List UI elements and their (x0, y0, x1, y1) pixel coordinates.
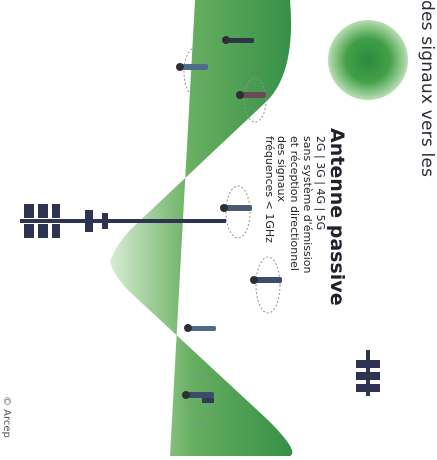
antenna-mast (20, 204, 226, 238)
person-3 (250, 256, 282, 314)
legend-line-directional: et réception directionnel (288, 136, 301, 271)
person-6 (176, 47, 208, 97)
coverage-legend-circle (328, 20, 408, 100)
coverage-cone (110, 0, 293, 456)
legend-line-frequencies: fréquences < 1GHz (263, 136, 276, 243)
legend-line-signals: des signaux (275, 136, 288, 202)
person-2 (184, 324, 216, 332)
credit-label: © Arcep (1, 396, 12, 438)
legend-title: Antenne passive (326, 128, 348, 306)
top-caption: des signaux vers les (417, 0, 437, 178)
person-1 (182, 373, 214, 427)
legend-line-no-system: sans système d'émission (301, 136, 314, 274)
person-5 (236, 77, 267, 123)
legend-line-networks: 2G | 3G | 4G | 5G (314, 136, 327, 231)
person-4 (220, 185, 252, 239)
antenna-legend-icon (356, 350, 380, 396)
person-7 (222, 36, 254, 44)
